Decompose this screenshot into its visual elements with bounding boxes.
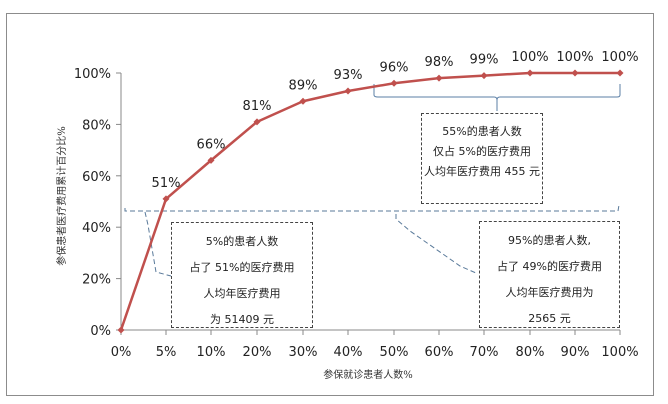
data-label: 66% [197, 137, 226, 152]
data-point-marker [253, 118, 261, 126]
data-label: 100% [601, 50, 638, 65]
x-tick-label: 20% [243, 345, 272, 360]
x-tick-label: 90% [561, 345, 590, 360]
x-tick-label: 70% [470, 345, 499, 360]
data-label: 98% [425, 55, 454, 70]
data-point-marker [526, 69, 534, 77]
x-axis-title: 参保就诊患者人数% [323, 368, 413, 381]
x-tick-label: 50% [380, 345, 409, 360]
data-point-marker [571, 69, 579, 77]
annotation-right-line-3: 人均年医疗费用为 [505, 286, 594, 299]
y-tick-label: 60% [82, 170, 111, 185]
annotation-right: 95%的患者人数, 占了 49%的医疗费用 人均年医疗费用为 2565 元 [479, 221, 620, 328]
annotation-left-line-1: 5%的患者人数 [205, 235, 279, 248]
y-tick-label: 20% [82, 273, 111, 288]
x-tick-label: 100% [601, 345, 638, 360]
data-label: 89% [289, 78, 318, 93]
data-point-marker [299, 97, 307, 105]
annotation-top-line-3: 人均年医疗费用 455 元 [424, 165, 540, 178]
x-tick-label: 5% [156, 345, 177, 360]
data-label: 99% [470, 53, 499, 68]
right-connector [395, 214, 477, 274]
data-point-marker [117, 326, 125, 334]
x-tick-label: 30% [289, 345, 318, 360]
annotation-top: 55%的患者人数 仅占 5%的医疗费用 人均年医疗费用 455 元 [421, 113, 543, 204]
x-tick-label: 10% [197, 345, 226, 360]
annotation-right-line-2: 占了 49%的医疗费用 [497, 260, 602, 273]
bottom-dashed-bracket [124, 204, 620, 212]
data-point-marker [616, 69, 624, 77]
y-tick-label: 40% [82, 221, 111, 236]
y-tick-label: 80% [82, 118, 111, 133]
x-tick-label: 40% [334, 345, 363, 360]
y-tick-label: 100% [74, 67, 111, 82]
data-point-marker [390, 79, 398, 87]
left-connector [144, 211, 172, 277]
data-point-marker [435, 74, 443, 82]
annotation-left-line-3: 人均年医疗费用 [203, 287, 281, 300]
x-tick-label: 80% [516, 345, 545, 360]
data-point-marker [162, 195, 170, 203]
y-axis: 0% 20% 40% 60% 80% 100% [74, 67, 122, 339]
data-label: 93% [334, 68, 363, 83]
annotation-top-line-2: 仅占 5%的医疗费用 [433, 145, 531, 158]
annotation-brackets [124, 84, 621, 277]
annotation-left: 5%的患者人数 占了 51%的医疗费用 人均年医疗费用 为 51409 元 [171, 222, 313, 328]
data-label: 100% [511, 50, 548, 65]
annotation-left-line-2: 占了 51%的医疗费用 [189, 261, 295, 274]
x-tick-label: 60% [425, 345, 454, 360]
data-point-marker [207, 156, 215, 164]
annotation-right-line-1: 95%的患者人数, [508, 234, 591, 247]
data-point-marker [480, 72, 488, 80]
series-line [117, 69, 624, 334]
y-tick-label: 0% [90, 324, 111, 339]
x-axis: 0% 5% 10% 20% 30% 40% 50% 60% 70% 80% 90% 100% [111, 329, 639, 360]
data-labels: 51% 66% 81% 89% 93% 96% 98% 99% 100% 100% 100% [152, 50, 639, 191]
data-label: 100% [556, 50, 593, 65]
chart-frame [6, 13, 654, 396]
data-label: 81% [243, 99, 272, 114]
y-axis-title: 参保患者医疗费用累计百分比% [55, 126, 68, 266]
data-label: 96% [380, 60, 409, 75]
x-tick-label: 0% [111, 345, 132, 360]
data-point-marker [344, 87, 352, 95]
annotation-left-line-4: 为 51409 元 [210, 313, 274, 326]
top-bracket [373, 84, 621, 111]
annotation-right-line-4: 2565 元 [528, 312, 571, 325]
data-label: 51% [152, 176, 181, 191]
annotation-top-line-1: 55%的患者人数 [442, 125, 522, 138]
